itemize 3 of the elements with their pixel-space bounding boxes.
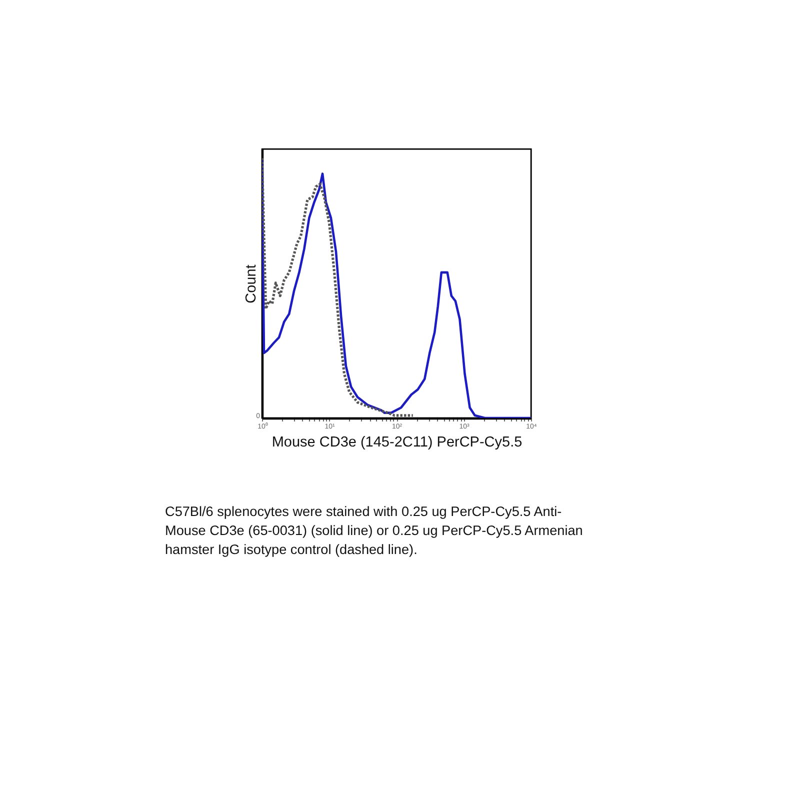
x-axis-title: Mouse CD3e (145-2C11) PerCP-Cy5.5 [272,434,522,450]
text: C57Bl/6 splenocytes were stained with 0.25 ug PerCP-Cy5.5 Anti-Mouse CD3e (65-0031) (solid line) or 0.25 ug PerCP-Cy5.5 Armenian hamster IgG isotype control (dashed line). [165,504,583,557]
y-axis-title: Count [244,264,260,304]
